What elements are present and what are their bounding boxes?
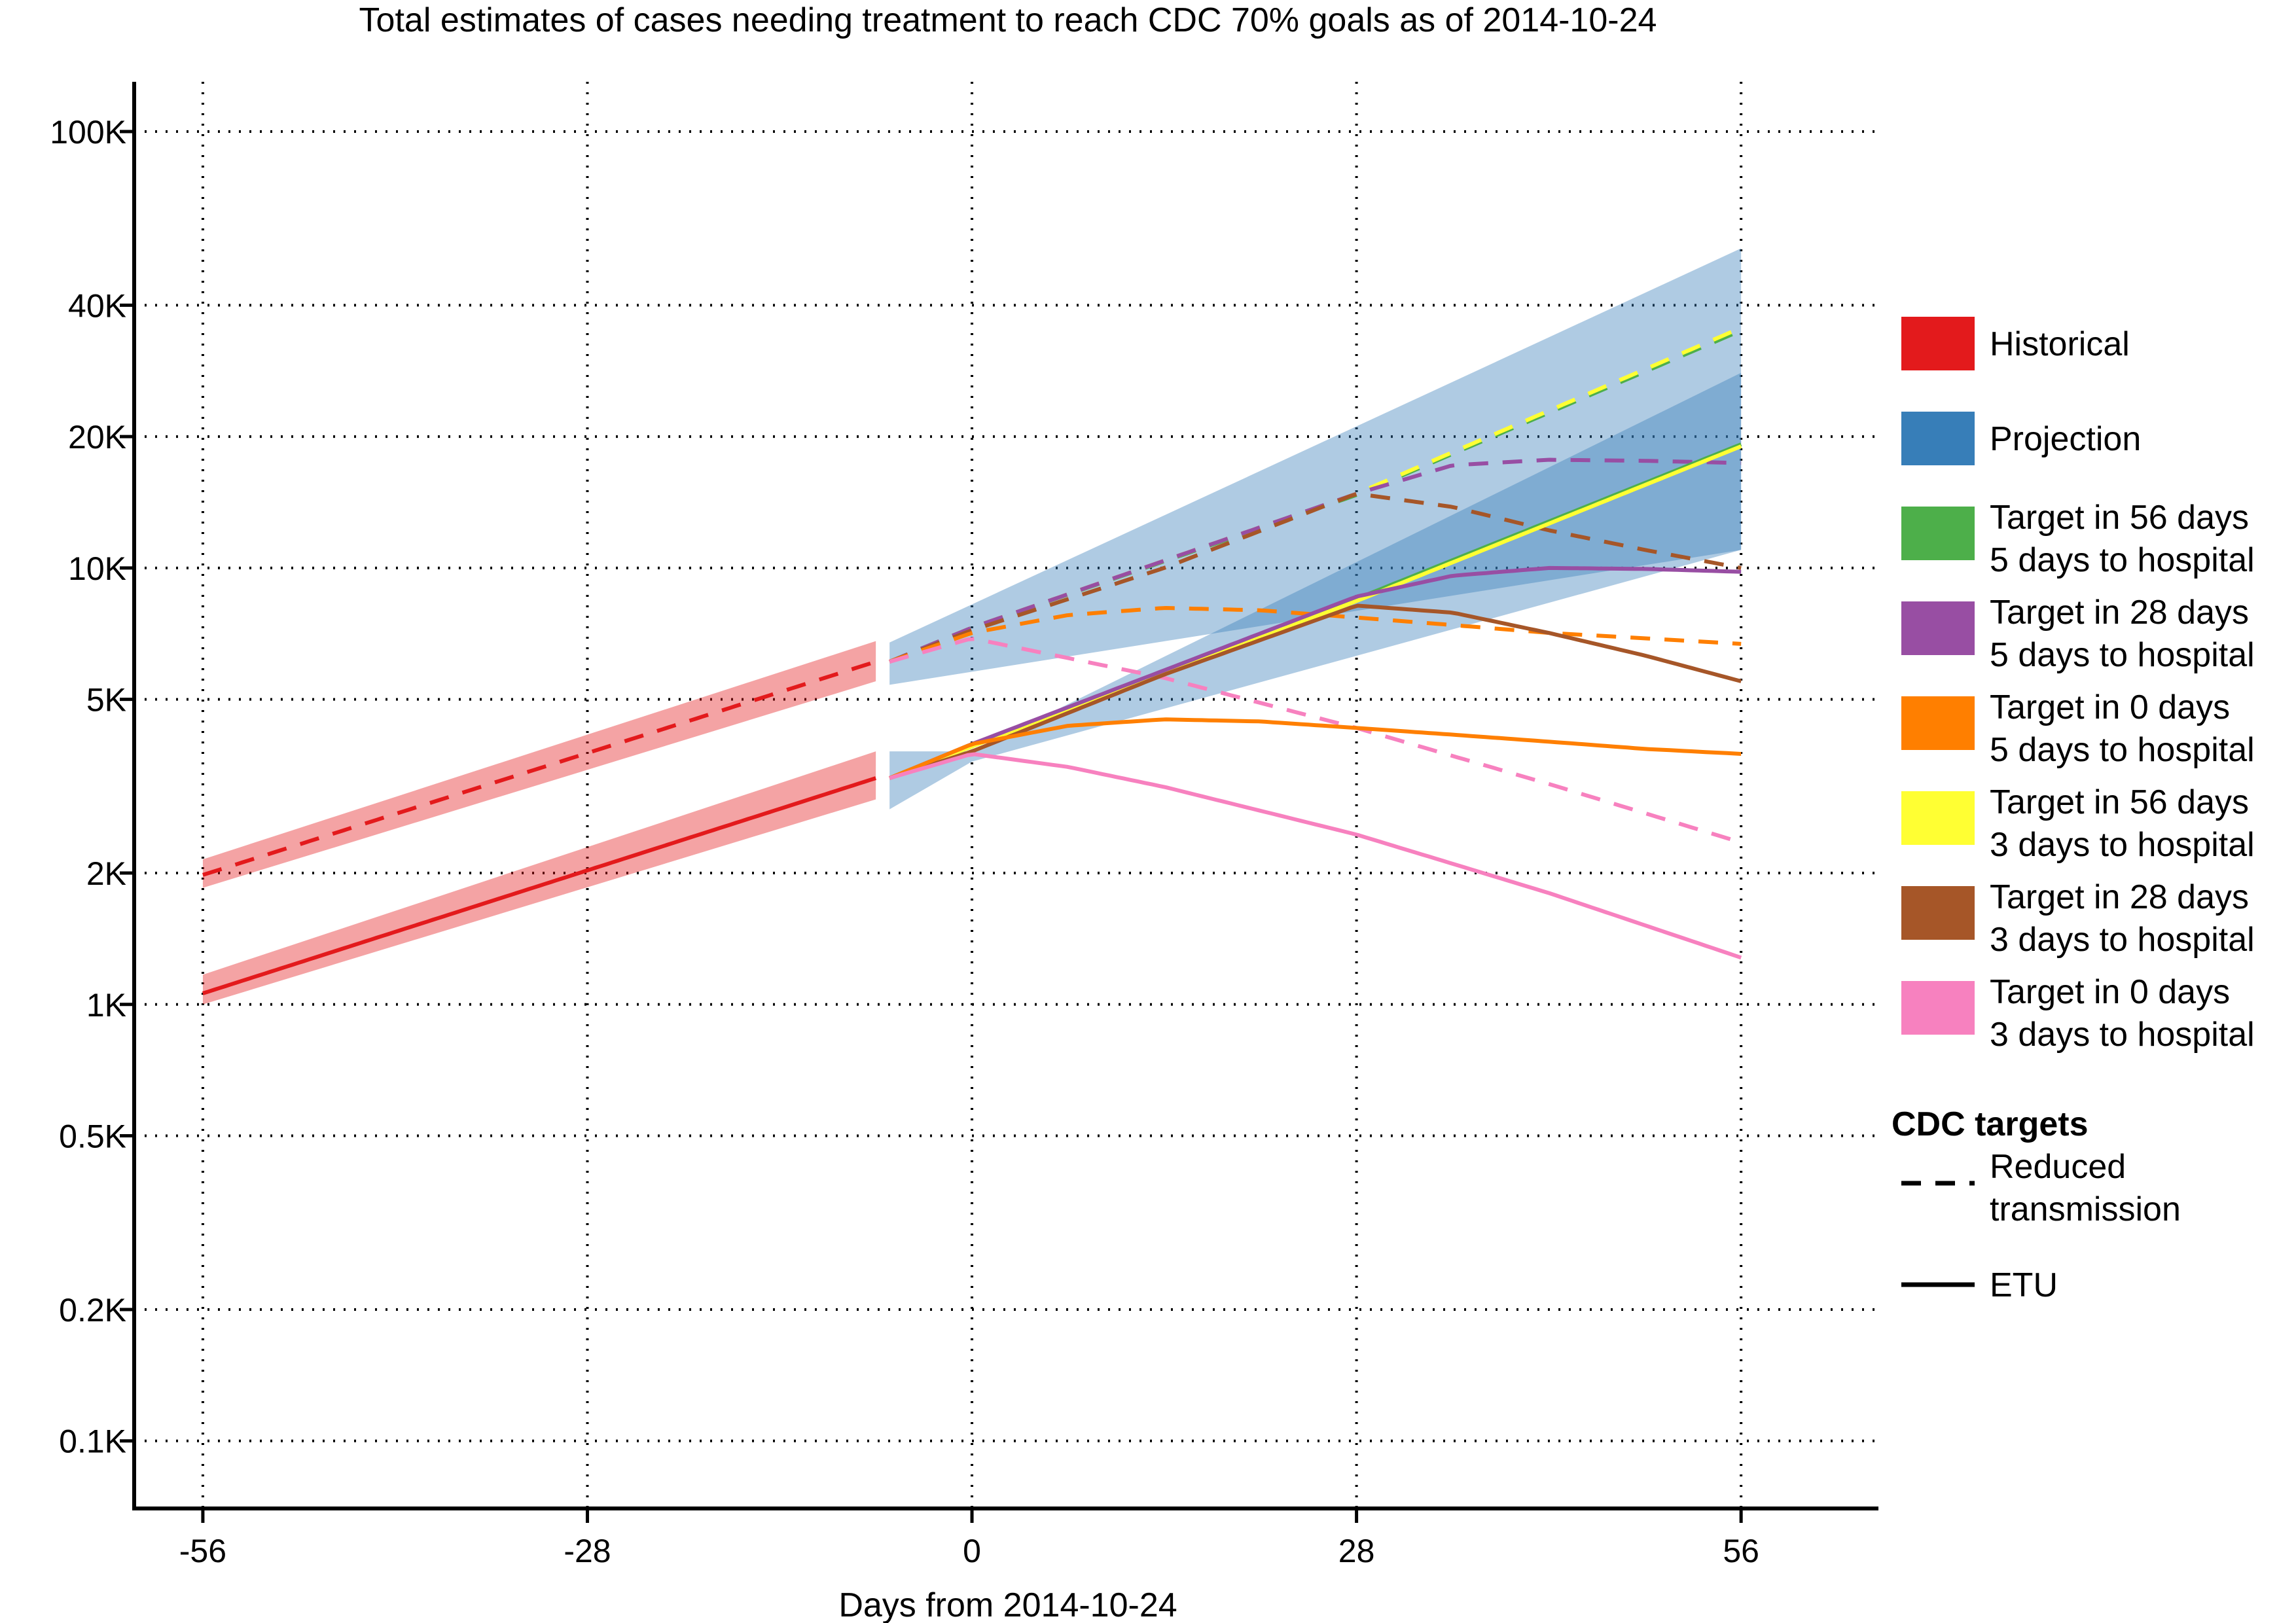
legend-label-projection: Projection: [1990, 420, 2141, 458]
legend-label-historical: Historical: [1990, 325, 2130, 363]
y-tick-label-4: 2K: [86, 855, 126, 892]
series-target-in-0-days-3-days-to-hospital-dashed-7: [889, 637, 1742, 845]
y-tick-label-0: 0.1K: [59, 1423, 126, 1460]
legend-label-target-in-0-days-5-days-to-hospital: Target in 0 days 5 days to hospital: [1990, 688, 2255, 769]
x-tick-label-3: 28: [1338, 1533, 1375, 1569]
series-lines: [202, 326, 1742, 995]
series-target-in-28-days-3-days-to-hospital-solid-11: [889, 603, 1742, 780]
legend-swatch-target-in-28-days-3-days-to-hospital: [1901, 886, 1975, 940]
legend-swatch-target-in-56-days-5-days-to-hospital: [1901, 507, 1975, 560]
y-tick-label-2: 0.5K: [59, 1118, 126, 1155]
legend-linetype-title: CDC targets: [1892, 1105, 2089, 1143]
x-tick-label-1: -28: [564, 1533, 611, 1569]
y-tick-label-6: 10K: [68, 550, 126, 587]
legend-linetype-label-etu: ETU: [1990, 1266, 2058, 1304]
legend: Historical Projection Target in 56 days 5 d…: [1892, 317, 2255, 1304]
legend-swatch-historical: [1901, 317, 1975, 370]
legend-label-target-in-0-days-3-days-to-hospital: Target in 0 days 3 days to hospital: [1990, 973, 2255, 1054]
series-target-in-0-days-5-days-to-hospital-dashed-6: [889, 606, 1742, 664]
series-historical-dashed-0: [202, 660, 877, 877]
series-target-in-56-days-3-days-to-hospital-solid-9: [889, 444, 1742, 780]
legend-label-target-in-28-days-3-days-to-hospital: Target in 28 days 3 days to hospital: [1990, 878, 2255, 959]
axes: [132, 82, 1878, 1510]
y-tick-label-7: 20K: [68, 419, 126, 455]
y-tick-label-9: 100K: [50, 114, 126, 151]
x-tick-label-2: 0: [963, 1533, 981, 1569]
series-target-in-0-days-3-days-to-hospital-solid-13: [889, 752, 1742, 960]
x-tick-label-4: 56: [1723, 1533, 1759, 1569]
y-tick-label-1: 0.2K: [59, 1292, 126, 1329]
tick-labels: -56 -28 0 28 56 0.1K 0.2K 0.5K 1K 2K 5K 10K 20K 40K 10…: [50, 114, 1759, 1569]
series-target-in-28-days-3-days-to-hospital-dashed-5: [889, 491, 1742, 664]
y-tick-label-3: 1K: [86, 987, 126, 1024]
legend-label-target-in-56-days-3-days-to-hospital: Target in 56 days 3 days to hospital: [1990, 783, 2255, 864]
y-tick-label-5: 5K: [86, 682, 126, 719]
chart-title: Total estimates of cases needing treatme…: [359, 1, 1657, 39]
x-tick-label-0: -56: [179, 1533, 226, 1569]
band-historical-1: [202, 751, 876, 1005]
legend-swatch-target-in-28-days-5-days-to-hospital: [1901, 601, 1975, 655]
legend-swatch-target-in-0-days-3-days-to-hospital: [1901, 981, 1975, 1035]
band-historical-0: [202, 641, 876, 888]
y-tick-label-8: 40K: [68, 287, 126, 324]
legend-swatch-target-in-0-days-5-days-to-hospital: [1901, 696, 1975, 750]
legend-label-target-in-28-days-5-days-to-hospital: Target in 28 days 5 days to hospital: [1990, 594, 2255, 674]
legend-label-target-in-56-days-5-days-to-hospital: Target in 56 days 5 days to hospital: [1990, 499, 2255, 579]
legend-linetype-label-reduced-transmission: Reduced transmission: [1990, 1148, 2181, 1228]
series-historical-solid-1: [202, 776, 877, 995]
x-axis-label: Days from 2014-10-24: [838, 1586, 1177, 1623]
legend-swatch-projection: [1901, 412, 1975, 465]
band-projection-2: [889, 248, 1742, 685]
series-target-in-28-days-5-days-to-hospital-solid-10: [888, 565, 1742, 780]
series-target-in-0-days-5-days-to-hospital-solid-12: [888, 717, 1742, 780]
grid: [134, 82, 1878, 1508]
legend-swatch-target-in-56-days-3-days-to-hospital: [1901, 791, 1975, 845]
